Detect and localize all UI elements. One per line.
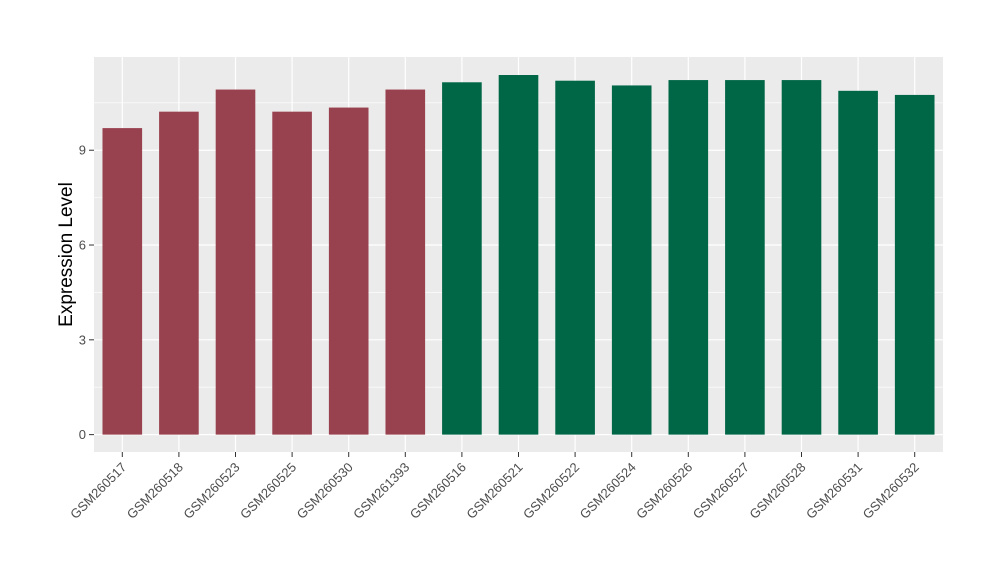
- bar-gsm260522: [555, 80, 595, 435]
- bar-gsm261393: [385, 89, 426, 435]
- y-tick-label: 3: [79, 332, 86, 347]
- bar-gsm260518: [159, 111, 199, 435]
- bar-gsm260526: [668, 80, 709, 435]
- x-tick-label: GSM260521: [463, 460, 525, 522]
- bar-gsm260523: [215, 89, 256, 435]
- bar-gsm260521: [498, 75, 539, 435]
- bars: [102, 75, 935, 435]
- x-tick-label: GSM260532: [860, 460, 922, 522]
- bar-gsm260528: [781, 80, 822, 435]
- x-tick-label: GSM260518: [124, 460, 186, 522]
- x-tick-label: GSM260525: [237, 460, 299, 522]
- x-tick-label: GSM260523: [180, 460, 242, 522]
- bar-gsm260524: [611, 85, 652, 435]
- x-tick-label: GSM260528: [746, 460, 808, 522]
- x-tick-label: GSM260516: [407, 460, 469, 522]
- bar-gsm260525: [272, 111, 312, 435]
- bar-gsm260530: [328, 107, 369, 435]
- bar-gsm260532: [894, 94, 935, 435]
- bar-gsm260531: [838, 90, 878, 435]
- x-tick-label: GSM261393: [350, 460, 412, 522]
- bar-gsm260516: [442, 82, 482, 435]
- x-tick-label: GSM260527: [690, 460, 752, 522]
- y-tick-label: 0: [79, 427, 86, 442]
- y-axis-title: Expression Level: [56, 182, 77, 327]
- x-tick-label: GSM260531: [803, 460, 865, 522]
- x-tick-label: GSM260517: [67, 460, 129, 522]
- x-tick-label: GSM260526: [633, 460, 695, 522]
- x-tick-label: GSM260522: [520, 460, 582, 522]
- x-tick-label: GSM260530: [294, 460, 356, 522]
- y-tick-label: 9: [79, 143, 86, 158]
- y-tick-label: 6: [79, 238, 86, 253]
- x-tick-label: GSM260524: [577, 460, 639, 522]
- bar-gsm260527: [725, 80, 765, 435]
- bar-gsm260517: [102, 128, 143, 435]
